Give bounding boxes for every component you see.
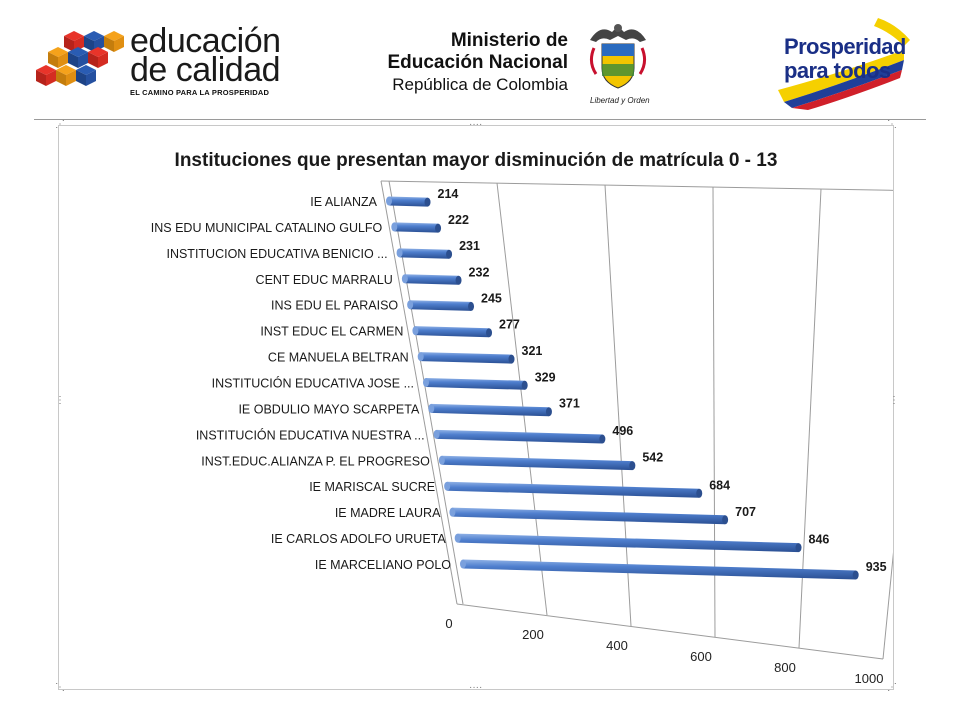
bar — [386, 196, 431, 207]
resize-handle-bottom-left[interactable]: ⋱ — [55, 682, 65, 693]
data-label: 684 — [709, 478, 730, 492]
chart-container[interactable]: ···· ···· ⋮ ⋮ ⋰ ⋱ ⋱ ⋰ Instituciones que … — [55, 120, 899, 693]
data-label: 245 — [481, 291, 502, 305]
category-label: IE MARCELIANO POLO — [315, 558, 451, 572]
data-label: 371 — [559, 397, 580, 411]
bar — [417, 352, 515, 364]
bar — [401, 274, 462, 285]
data-label: 321 — [522, 344, 543, 358]
gridline — [882, 552, 893, 660]
data-label: 232 — [469, 265, 490, 279]
category-label: INS EDU MUNICIPAL CATALINO GULFO — [151, 221, 383, 235]
bar — [407, 300, 475, 311]
bar — [412, 326, 493, 338]
ministerio-educacion-logo: Ministerio de Educación Nacional Repúbli… — [387, 24, 662, 116]
bar-chart: Instituciones que presentan mayor dismin… — [151, 150, 893, 686]
bar — [449, 507, 729, 525]
bar — [454, 533, 802, 553]
data-label: 231 — [459, 239, 480, 253]
data-label: 707 — [735, 505, 756, 519]
gridline — [712, 186, 716, 638]
grid-layer — [380, 180, 893, 660]
category-label: INST EDUC EL CARMEN — [260, 325, 403, 339]
prosperidad-line1: Prosperidad — [784, 34, 906, 59]
chart-title: Instituciones que presentan mayor dismin… — [175, 150, 778, 171]
coat-of-arms-icon — [589, 24, 647, 89]
x-tick-label: 600 — [690, 649, 712, 664]
x-tick-label: 800 — [774, 660, 796, 675]
ministerio-line2: Educación Nacional — [387, 52, 568, 73]
data-label: 214 — [438, 187, 459, 201]
data-label: 542 — [642, 451, 663, 465]
ministerio-motto: Libertad y Orden — [590, 96, 650, 105]
slide-header: educación de calidad EL CAMINO PARA LA P… — [0, 0, 960, 118]
floor-edge — [456, 603, 884, 660]
category-labels: IE ALIANZA INS EDU MUNICIPAL CATALINO GUL… — [151, 195, 451, 572]
category-label: IE ALIANZA — [310, 195, 377, 209]
back-wall-edge — [380, 180, 893, 191]
resize-handle-bottom-right[interactable]: ⋰ — [887, 682, 897, 693]
prosperidad-para-todos-logo: Prosperidad para todos — [778, 16, 918, 110]
category-label: INSTITUCION EDUCATIVA BENICIO ... — [166, 247, 387, 261]
prosperidad-line2: para todos — [784, 58, 891, 83]
data-label: 277 — [499, 318, 520, 332]
x-axis: 0 200 400 600 800 1000 — [445, 616, 883, 686]
gridline — [604, 184, 632, 627]
bar — [460, 559, 859, 580]
header-divider — [34, 119, 926, 120]
bar — [423, 378, 528, 390]
category-label: IE OBDULIO MAYO SCARPETA — [238, 402, 419, 416]
data-label: 329 — [535, 370, 556, 384]
data-label: 222 — [448, 213, 469, 227]
ministerio-line1: Ministerio de — [450, 30, 568, 51]
resize-handle-bottom[interactable]: ···· — [469, 682, 483, 693]
resize-handle-top-right[interactable]: ⋱ — [887, 119, 897, 130]
gridline — [496, 182, 548, 616]
category-label: INSTITUCIÓN EDUCATIVA JOSE ... — [212, 376, 414, 391]
bar — [438, 455, 636, 471]
category-label: IE CARLOS ADOLFO URUETA — [271, 532, 446, 546]
logo-educacion-tagline: EL CAMINO PARA LA PROSPERIDAD — [130, 88, 270, 97]
x-tick-label: 1000 — [855, 671, 884, 686]
x-tick-label: 0 — [445, 616, 452, 631]
category-label: INST.EDUC.ALIANZA P. EL PROGRESO — [201, 454, 430, 468]
category-label: IE MADRE LAURA — [335, 506, 441, 520]
flag-swoosh-icon — [778, 18, 910, 110]
resize-handle-right[interactable]: ⋮ — [889, 395, 899, 406]
logo-educacion-line1: educación — [130, 22, 281, 60]
bar — [428, 403, 552, 417]
bar — [444, 481, 703, 498]
bar — [433, 429, 606, 444]
data-label: 846 — [809, 533, 830, 547]
bar — [391, 222, 442, 233]
resize-handle-left[interactable]: ⋮ — [55, 395, 65, 406]
logo-educacion-line2: de calidad — [130, 51, 281, 89]
category-label: IE MARISCAL SUCRE — [309, 480, 435, 494]
data-label: 935 — [866, 560, 887, 574]
cube-mosaic-icon — [36, 31, 124, 86]
gridline — [798, 188, 822, 649]
x-tick-label: 400 — [606, 638, 628, 653]
category-label: INSTITUCIÓN EDUCATIVA NUESTRA ... — [196, 427, 425, 442]
category-label: CENT EDUC MARRALU — [256, 273, 393, 287]
ministerio-line3: República de Colombia — [392, 75, 568, 94]
data-label: 496 — [612, 424, 633, 438]
x-tick-label: 200 — [522, 627, 544, 642]
category-label: INS EDU EL PARAISO — [271, 299, 398, 313]
resize-handle-top-left[interactable]: ⋰ — [55, 119, 65, 130]
bar — [396, 248, 453, 259]
category-label: CE MANUELA BELTRAN — [268, 351, 409, 365]
educacion-de-calidad-logo: educación de calidad EL CAMINO PARA LA P… — [34, 22, 294, 104]
left-wall-edge — [380, 180, 458, 605]
resize-handle-top[interactable]: ···· — [469, 119, 483, 130]
